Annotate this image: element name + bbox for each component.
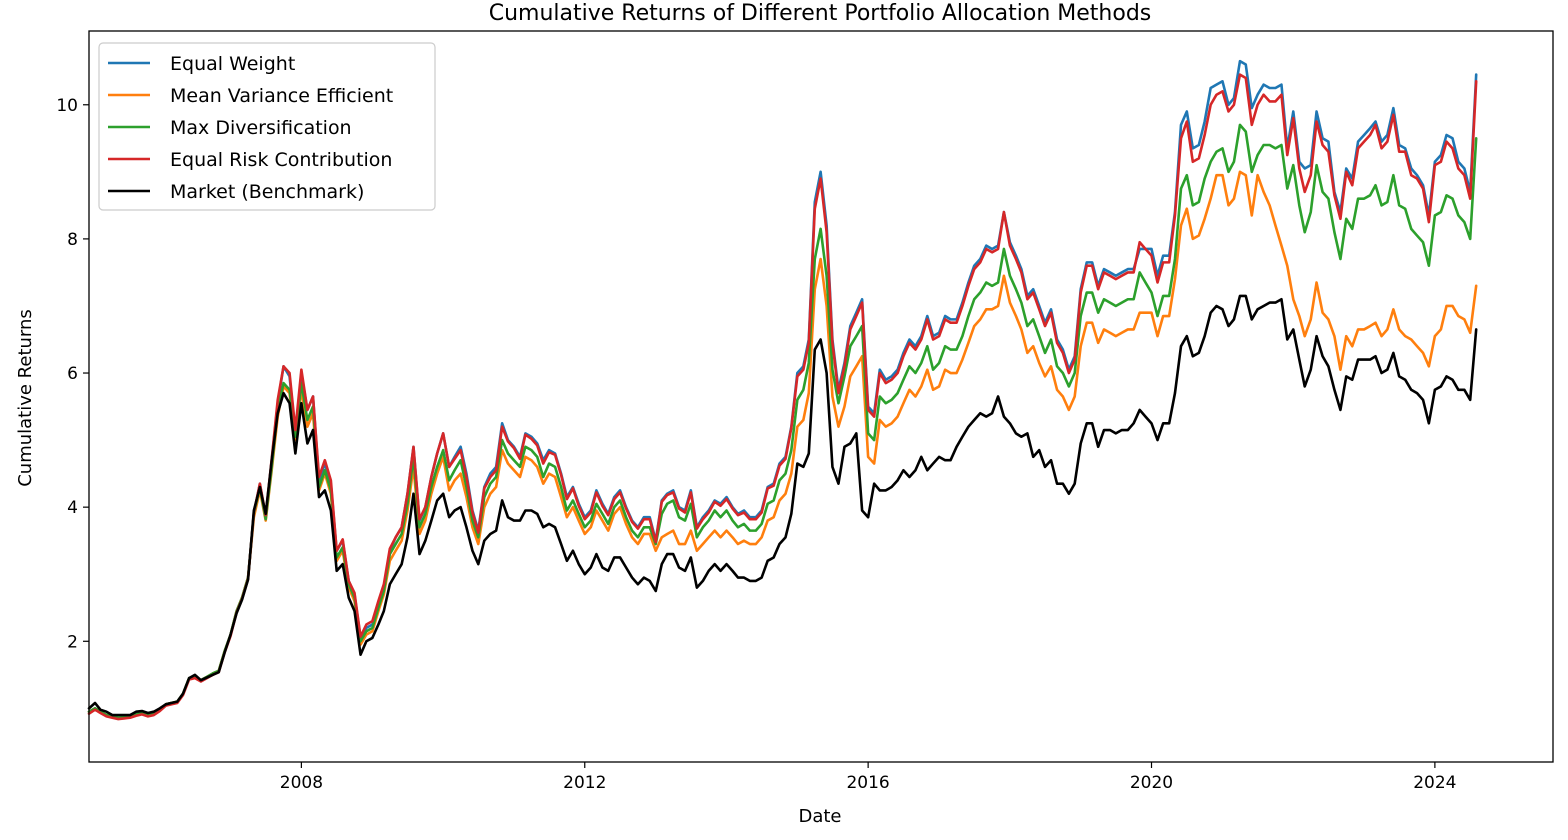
plot-area bbox=[87, 59, 1478, 721]
legend-label: Max Diversification bbox=[170, 117, 352, 139]
y-axis-label: Cumulative Returns bbox=[15, 309, 36, 487]
x-tick-label: 2024 bbox=[1413, 773, 1456, 793]
x-tick-label: 2008 bbox=[280, 773, 323, 793]
series-line-market-benchmark bbox=[87, 294, 1478, 717]
chart-title: Cumulative Returns of Different Portfoli… bbox=[489, 1, 1152, 26]
y-tick-label: 8 bbox=[67, 230, 78, 250]
y-tick-label: 6 bbox=[67, 364, 78, 384]
legend-label: Market (Benchmark) bbox=[170, 181, 364, 203]
y-tick-label: 10 bbox=[56, 96, 78, 116]
x-tick-label: 2012 bbox=[563, 773, 606, 793]
x-tick-label: 2020 bbox=[1130, 773, 1173, 793]
y-tick-label: 4 bbox=[67, 498, 78, 518]
x-tick-label: 2016 bbox=[846, 773, 889, 793]
legend-label: Equal Weight bbox=[170, 53, 295, 75]
series-line-equal-risk-contribution bbox=[87, 73, 1478, 721]
legend-label: Equal Risk Contribution bbox=[170, 149, 392, 171]
y-axis: 2 4 6 8 10 bbox=[56, 96, 89, 652]
legend-box bbox=[98, 42, 436, 211]
x-axis-label: Date bbox=[798, 806, 841, 827]
series-line-max-diversification bbox=[87, 123, 1478, 720]
x-axis: 2008 2012 2016 2020 2024 bbox=[280, 762, 1457, 793]
y-tick-label: 2 bbox=[67, 632, 78, 652]
legend-label: Mean Variance Efficient bbox=[170, 85, 393, 107]
plot-frame bbox=[88, 30, 1554, 763]
legend: Equal Weight Mean Variance Efficient Max D… bbox=[98, 42, 436, 211]
